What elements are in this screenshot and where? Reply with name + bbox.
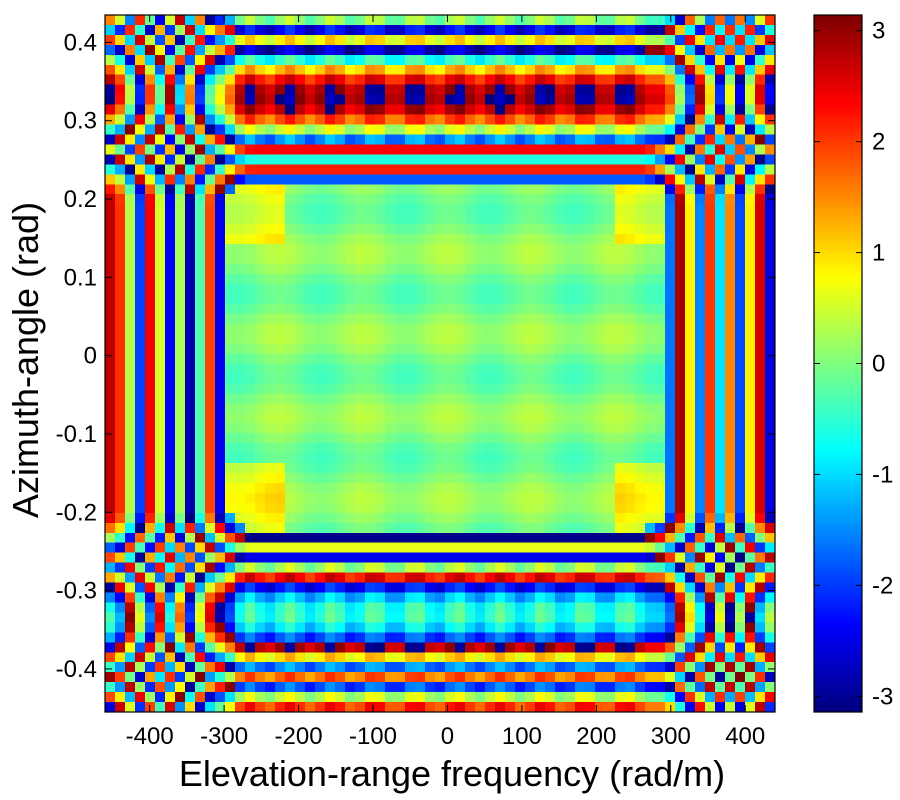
y-tick-label: -0.4 — [56, 656, 97, 683]
x-axis: -400 -300 -200 -100 0 100 200 300 400 — [126, 15, 765, 750]
colorbar-tick-label: 0 — [872, 351, 885, 378]
y-tick-label: 0.3 — [64, 108, 97, 135]
x-tick-label: -200 — [275, 723, 323, 750]
colorbar-gradient — [814, 15, 862, 712]
x-tick-label: -300 — [200, 723, 248, 750]
y-tick-label: 0.4 — [64, 29, 97, 56]
colorbar-tick-label: -3 — [872, 683, 893, 710]
y-tick-label: 0 — [84, 343, 97, 370]
y-tick-label: -0.1 — [56, 421, 97, 448]
colorbar-tick-label: -2 — [872, 572, 893, 599]
colorbar-tick-label: 2 — [872, 129, 885, 156]
x-tick-label: 300 — [651, 723, 691, 750]
x-tick-label: 200 — [576, 723, 616, 750]
colorbar-tick-label: 3 — [872, 18, 885, 45]
y-axis-label: Azimuth-angle (rad) — [5, 202, 46, 518]
plot-frame — [104, 14, 776, 713]
y-tick-label: 0.2 — [64, 186, 97, 213]
y-tick-label: -0.2 — [56, 499, 97, 526]
x-axis-label: Elevation-range frequency (rad/m) — [179, 753, 725, 794]
x-tick-label: 400 — [725, 723, 765, 750]
y-axis: 0.4 0.3 0.2 0.1 0 -0.1 -0.2 -0.3 -0.4 — [56, 29, 775, 683]
heatmap-image — [105, 15, 775, 712]
colorbar-axis: 3 2 1 0 -1 -2 -3 — [814, 18, 893, 710]
x-tick-label: 100 — [502, 723, 542, 750]
y-tick-label: -0.3 — [56, 578, 97, 605]
x-tick-label: -400 — [126, 723, 174, 750]
y-tick-label: 0.1 — [64, 264, 97, 291]
x-tick-label: 0 — [441, 723, 454, 750]
colorbar-tick-label: 1 — [872, 240, 885, 267]
colorbar-tick-label: -1 — [872, 461, 893, 488]
x-tick-label: -100 — [349, 723, 397, 750]
colorbar-frame — [813, 14, 863, 713]
